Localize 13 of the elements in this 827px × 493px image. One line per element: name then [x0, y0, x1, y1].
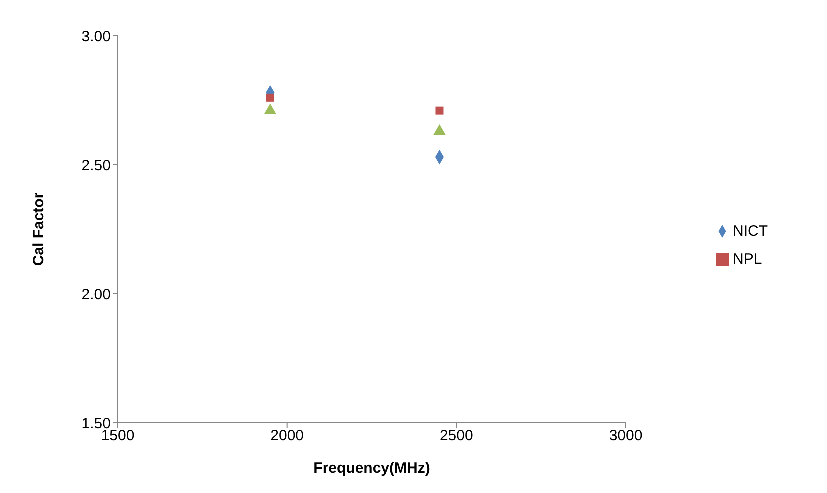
x-tick-label: 1500	[101, 428, 135, 445]
x-tick-label: 2000	[270, 428, 304, 445]
x-tick-label: 2500	[440, 428, 474, 445]
x-tick-label: 3000	[609, 428, 643, 445]
x-axis-title: Frequency(MHz)	[314, 460, 430, 477]
legend-label: NPL	[733, 250, 762, 268]
y-tick-label: 2.00	[82, 286, 111, 304]
point	[436, 106, 444, 115]
point	[266, 94, 274, 102]
legend-label: NICT	[733, 222, 768, 240]
y-tick-label: 3.00	[82, 28, 111, 46]
y-axis-title: Cal Factor	[30, 192, 48, 266]
y-tick-label: 2.50	[82, 157, 111, 174]
